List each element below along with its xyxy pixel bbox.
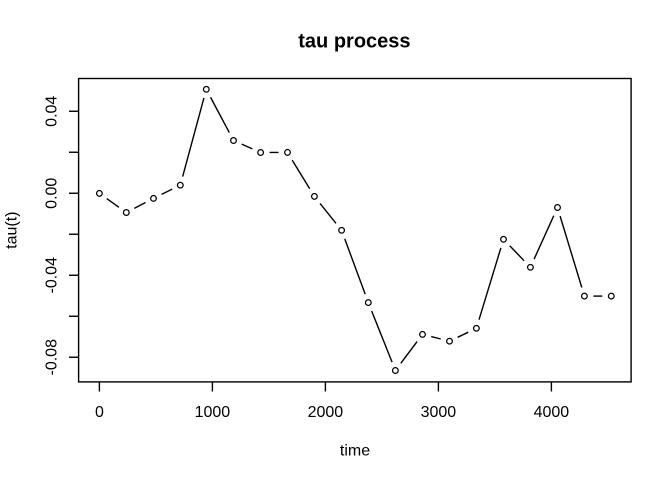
svg-text:2000: 2000 xyxy=(308,404,344,421)
svg-text:0.04: 0.04 xyxy=(44,96,61,127)
svg-text:-0.04: -0.04 xyxy=(44,257,61,294)
svg-text:4000: 4000 xyxy=(534,404,570,421)
svg-text:tau process: tau process xyxy=(298,30,410,52)
svg-text:0.00: 0.00 xyxy=(44,178,61,209)
svg-text:-0.08: -0.08 xyxy=(44,339,61,376)
svg-text:1000: 1000 xyxy=(195,404,231,421)
svg-text:tau(t): tau(t) xyxy=(4,212,21,249)
svg-text:0: 0 xyxy=(95,404,104,421)
svg-text:3000: 3000 xyxy=(421,404,457,421)
svg-text:time: time xyxy=(340,443,370,460)
